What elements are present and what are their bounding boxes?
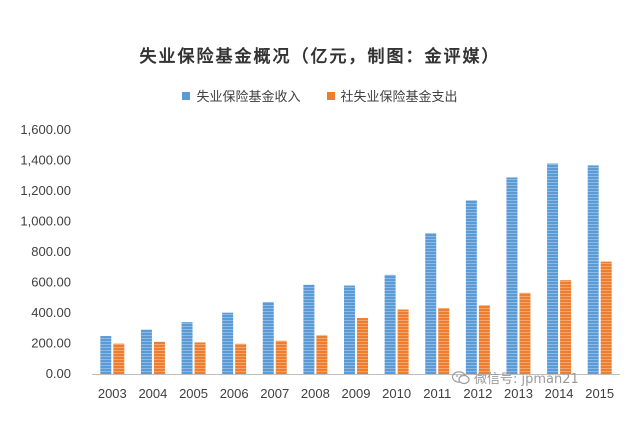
legend-swatch-expense: [326, 91, 335, 100]
bar-expense: [153, 341, 165, 374]
bars: [100, 163, 612, 374]
bar-expense: [438, 307, 450, 374]
bar-expense: [397, 309, 409, 374]
y-tick-label: 1,400.00: [20, 153, 71, 168]
bar-income: [100, 336, 112, 374]
x-axis-ticks: 2003 2004 2005 2006 2007 2008 2009 2010 2011 2012…: [98, 386, 614, 401]
bar-income: [506, 177, 518, 374]
y-tick-label: 400.00: [31, 305, 71, 320]
x-tick-label: 2005: [179, 386, 208, 401]
wechat-icon: [452, 370, 470, 384]
bar-income: [222, 312, 234, 374]
bar-expense: [235, 343, 247, 374]
bar-income: [140, 329, 152, 374]
bar-income: [547, 163, 559, 374]
bar-income: [384, 274, 396, 374]
x-tick-label: 2011: [423, 386, 451, 401]
bar-income: [587, 165, 599, 374]
y-tick-label: 1,600.00: [20, 122, 71, 137]
y-tick-label: 600.00: [31, 275, 71, 290]
bar-income: [181, 322, 193, 374]
x-tick-label: 2012: [463, 386, 492, 401]
bar-income: [344, 285, 355, 374]
bar-expense: [357, 318, 368, 374]
x-tick-label: 2010: [382, 386, 411, 401]
bar-expense: [316, 335, 328, 374]
y-tick-label: 200.00: [31, 336, 71, 351]
x-tick-label: 2014: [545, 386, 574, 401]
y-axis-ticks: 0.00 200.00 400.00 600.00 800.00 1,000.00 1,20…: [20, 122, 71, 381]
bar-expense: [600, 261, 612, 374]
bar-expense: [275, 340, 287, 374]
y-tick-label: 1,200.00: [20, 183, 71, 198]
legend-item-income: 失业保险基金收入: [182, 86, 301, 105]
bar-expense: [560, 280, 572, 374]
x-tick-label: 2013: [504, 386, 533, 401]
legend-swatch-income: [182, 91, 191, 100]
legend-item-expense: 社失业保险基金支出: [326, 86, 458, 105]
chart-title: 失业保险基金概况（亿元，制图：金评媒）: [139, 47, 501, 67]
legend-label-income: 失业保险基金收入: [196, 90, 301, 105]
y-tick-label: 0.00: [46, 366, 71, 381]
x-tick-label: 2007: [260, 386, 289, 401]
y-tick-label: 800.00: [31, 244, 71, 259]
watermark: 微信号: jpman21: [452, 368, 579, 387]
x-tick-label: 2006: [220, 386, 249, 401]
legend-label-expense: 社失业保险基金支出: [340, 90, 458, 105]
bar-income: [303, 284, 315, 374]
y-tick-label: 1,000.00: [20, 214, 71, 229]
x-tick-label: 2004: [138, 386, 167, 401]
bar-income: [465, 200, 477, 374]
watermark-text: 微信号: jpman21: [474, 372, 579, 387]
x-tick-label: 2009: [342, 386, 371, 401]
bar-expense: [113, 343, 125, 374]
bar-expense: [194, 342, 206, 374]
x-tick-label: 2015: [585, 386, 614, 401]
x-tick-label: 2008: [301, 386, 330, 401]
x-tick-label: 2003: [98, 386, 127, 401]
bar-expense: [519, 292, 531, 374]
bar-income: [425, 233, 437, 374]
bar-income: [262, 302, 274, 374]
legend: 失业保险基金收入 社失业保险基金支出: [0, 86, 640, 105]
bar-expense: [478, 305, 490, 374]
